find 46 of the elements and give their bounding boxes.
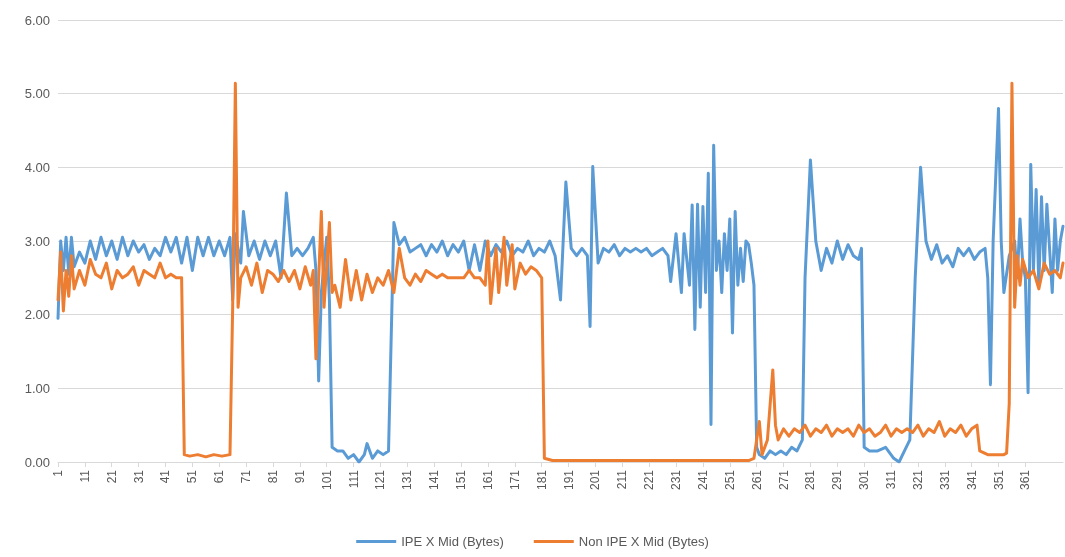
x-tick-label: 201: [588, 469, 603, 491]
x-tick-label: 321: [910, 469, 925, 491]
x-tick-label: 271: [776, 469, 791, 491]
x-tick-label: 311: [884, 469, 899, 490]
x-tick-label: 241: [695, 469, 710, 491]
x-tick-label: 281: [803, 469, 818, 491]
x-tick-label: 101: [319, 469, 334, 491]
x-tick-label: 151: [454, 469, 469, 491]
x-tick-label: 111: [346, 469, 361, 489]
y-tick-label: 5.00: [24, 86, 50, 102]
x-tick-label: 71: [239, 469, 254, 484]
legend-label: Non IPE X Mid (Bytes): [578, 534, 709, 549]
x-tick-label: 191: [561, 469, 576, 491]
y-tick-label: 3.00: [24, 233, 50, 249]
x-tick-label: 121: [373, 469, 388, 491]
x-tick-label: 351: [991, 469, 1006, 491]
x-tick-label: 251: [722, 469, 737, 491]
x-tick-label: 61: [212, 469, 227, 484]
y-tick-label: 6.00: [24, 12, 50, 28]
y-tick-label: 4.00: [24, 159, 50, 175]
x-tick-label: 261: [749, 469, 764, 491]
x-tick-label: 361: [1018, 469, 1033, 491]
x-tick-label: 231: [669, 469, 684, 491]
x-tick-label: 161: [480, 469, 495, 491]
x-tick-label: 131: [400, 469, 415, 491]
x-tick-label: 171: [507, 469, 522, 491]
x-tick-label: 181: [534, 469, 549, 491]
x-tick-label: 301: [857, 469, 872, 491]
x-tick-label: 1: [51, 469, 65, 477]
y-tick-label: 0.00: [24, 454, 50, 470]
x-tick-label: 21: [104, 469, 119, 484]
x-tick-label: 81: [265, 469, 280, 484]
y-tick-label: 1.00: [24, 380, 50, 396]
x-tick-label: 331: [937, 469, 952, 491]
x-tick-label: 91: [292, 469, 307, 484]
legend-label: IPE X Mid (Bytes): [401, 534, 504, 549]
x-tick-label: 11: [77, 469, 92, 483]
x-tick-label: 211: [615, 469, 630, 490]
x-tick-label: 221: [642, 469, 657, 491]
x-tick-label: 51: [185, 469, 200, 484]
x-tick-label: 41: [158, 469, 173, 484]
x-tick-label: 141: [427, 469, 442, 491]
x-tick-label: 31: [131, 469, 146, 484]
y-tick-label: 2.00: [24, 307, 50, 323]
x-tick-label: 341: [964, 469, 979, 491]
x-tick-label: 291: [830, 469, 845, 491]
